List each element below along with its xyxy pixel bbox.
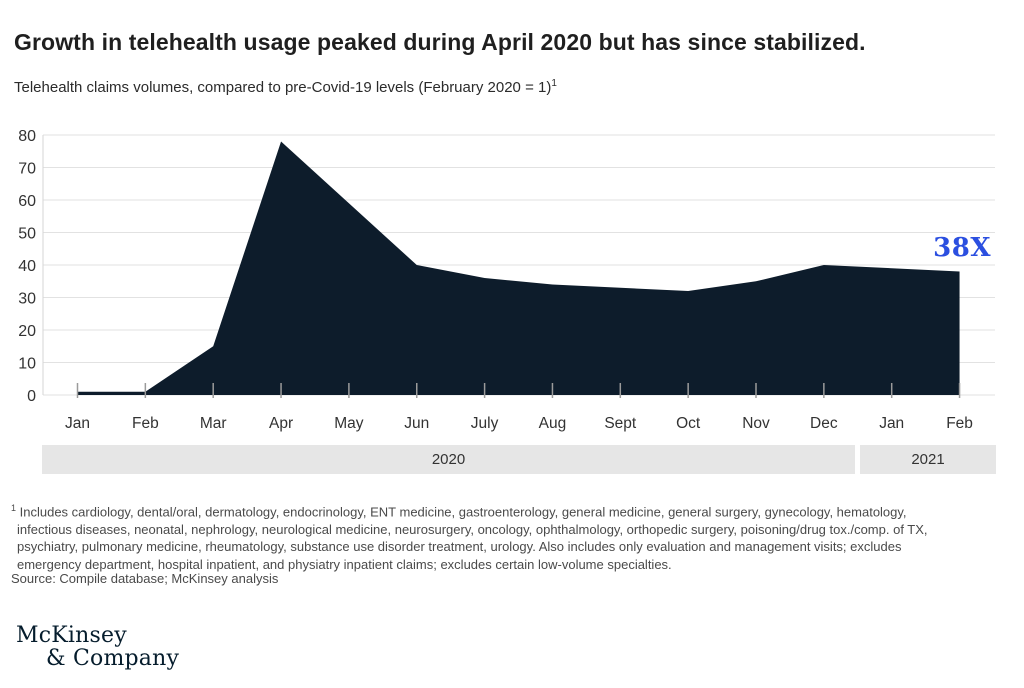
footnote-line: emergency department, hospital inpatient… — [17, 556, 672, 572]
source-line: Source: Compile database; McKinsey analy… — [11, 571, 279, 586]
month-label: Jan — [879, 415, 904, 432]
chart-canvas: 0 10 20 30 40 50 60 70 80 Jan Feb Mar Apr May Jun July A… — [18, 128, 995, 432]
month-label: Dec — [810, 415, 838, 432]
year-band-2020: 2020 — [42, 445, 855, 474]
chart-subtitle-text: Telehealth claims volumes, compared to p… — [14, 79, 552, 96]
year-band-2021-label: 2021 — [911, 451, 945, 468]
month-label: May — [334, 415, 364, 432]
footnote-line: psychiatry, pulmonary medicine, rheumato… — [17, 539, 902, 555]
mckinsey-logo: McKinsey & Company — [16, 623, 180, 671]
y-axis-label: 60 — [18, 193, 36, 210]
month-label: Aug — [539, 415, 567, 432]
chart-subtitle: Telehealth claims volumes, compared to p… — [14, 78, 1004, 96]
logo-line-1: McKinsey — [16, 623, 127, 648]
month-label: Oct — [676, 415, 701, 432]
y-axis-label: 50 — [18, 226, 36, 243]
month-label: Nov — [742, 415, 770, 432]
month-label: Mar — [200, 415, 227, 432]
y-axis-label: 10 — [18, 356, 36, 373]
month-label: Feb — [946, 415, 973, 432]
y-axis-label: 80 — [18, 128, 36, 145]
month-label: Jun — [404, 415, 429, 432]
footnote-line: 1 Includes cardiology, dental/oral, derm… — [11, 500, 1013, 521]
month-label: Sept — [604, 415, 637, 432]
subtitle-footnote-marker: 1 — [551, 78, 557, 89]
footnote-line: infectious diseases, neonatal, nephrolog… — [17, 521, 928, 537]
area-series — [77, 141, 960, 395]
logo-line-2: & Company — [46, 645, 180, 671]
endpoint-value-label: 38X — [933, 233, 991, 263]
page-title: Growth in telehealth usage peaked during… — [14, 29, 866, 56]
footnote-marker: 1 — [11, 503, 17, 513]
telehealth-area-chart: 0 10 20 30 40 50 60 70 80 Jan Feb Mar Apr May Jun July A… — [18, 128, 995, 432]
footnote: 1 Includes cardiology, dental/oral, derm… — [11, 500, 1013, 573]
month-label: July — [471, 415, 499, 432]
y-axis-label: 70 — [18, 161, 36, 178]
y-axis-label: 40 — [18, 258, 36, 275]
month-label: Apr — [269, 415, 293, 432]
footnote-line-text: Includes cardiology, dental/oral, dermat… — [19, 504, 907, 520]
month-label: Jan — [65, 415, 90, 432]
month-label: Feb — [132, 415, 159, 432]
year-band-2020-label: 2020 — [431, 451, 466, 468]
y-axis-label: 0 — [27, 388, 36, 405]
y-axis-label: 20 — [18, 323, 36, 340]
year-band-2021: 2021 — [860, 445, 996, 474]
y-axis-label: 30 — [18, 291, 36, 308]
